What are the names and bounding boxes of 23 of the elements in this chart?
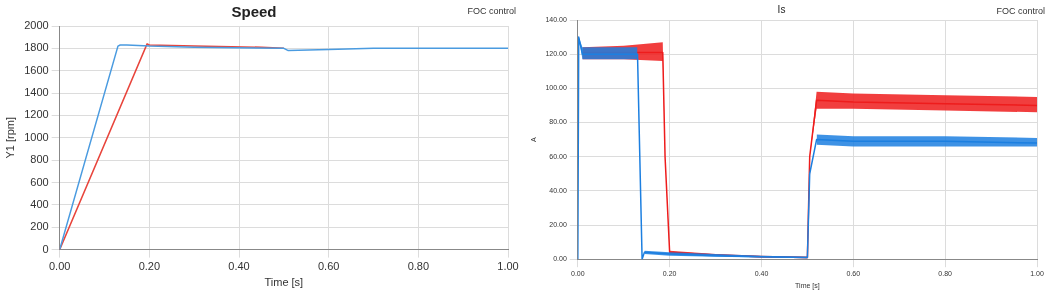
y-tick-label: 2000 [24, 19, 49, 32]
y-tick-label: 1600 [24, 63, 49, 76]
y-tick-label: 1200 [24, 108, 49, 121]
y-tick-label: 800 [30, 153, 49, 166]
chart-title: Speed [231, 3, 277, 21]
y-tick-label: 1400 [24, 86, 49, 99]
y-axis-title: Y1 [rpm] [3, 117, 16, 159]
y-tick-label: 200 [30, 220, 49, 233]
y-tick-label: 1800 [24, 41, 49, 54]
text: FOC control [467, 6, 516, 17]
x-tick-label: 0.20 [138, 260, 161, 273]
y-tick-label: 400 [30, 197, 49, 210]
x-tick-label: 0.80 [407, 260, 430, 273]
y-tick-label: 600 [30, 175, 49, 188]
x-tick-label: 0.60 [317, 260, 340, 273]
x-axis-title: Time [s] [264, 276, 304, 289]
text: FOC control [996, 6, 1045, 17]
chart-title: Is [777, 3, 786, 15]
y-tick-label: 1000 [24, 130, 49, 143]
y-tick-label: 0 [42, 242, 49, 255]
x-tick-label: 0.40 [228, 260, 250, 273]
x-tick-label: 0.00 [48, 260, 71, 273]
x-tick-label: 1.00 [497, 260, 519, 273]
